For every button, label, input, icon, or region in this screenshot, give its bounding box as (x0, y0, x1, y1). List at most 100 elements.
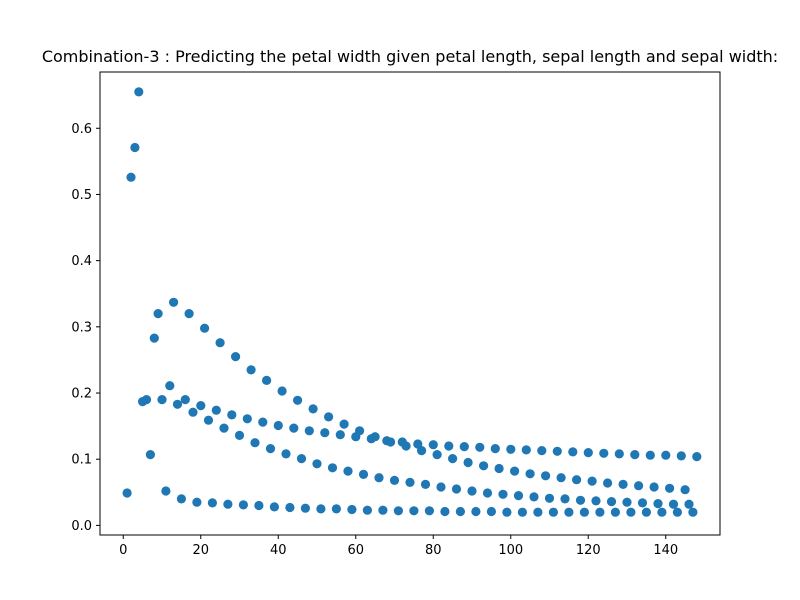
data-point-16 (184, 309, 194, 319)
data-point-14 (176, 494, 186, 504)
data-point-84 (448, 454, 458, 464)
data-point-140 (665, 483, 675, 493)
data-point-135 (645, 450, 655, 460)
data-point-107 (537, 446, 547, 456)
data-point-66 (378, 505, 388, 515)
data-point-120 (587, 476, 597, 486)
x-tick-label: 20 (192, 543, 209, 558)
data-point-109 (544, 493, 555, 503)
data-point-38 (269, 502, 279, 512)
data-point-111 (552, 446, 562, 456)
data-point-91 (475, 442, 485, 452)
data-point-61 (358, 469, 369, 479)
data-point-98 (502, 507, 512, 517)
data-point-22 (207, 498, 217, 508)
data-point-81 (436, 482, 446, 492)
data-point-100 (509, 466, 520, 476)
data-point-76 (417, 446, 427, 456)
data-point-56 (339, 419, 349, 429)
data-point-41 (281, 449, 291, 459)
data-point-145 (684, 499, 694, 509)
data-point-114 (564, 507, 574, 517)
data-point-35 (258, 417, 268, 427)
data-point-27 (227, 410, 237, 420)
y-tick-label: 0.1 (71, 453, 92, 468)
data-point-6 (145, 450, 155, 460)
data-point-0 (122, 488, 132, 498)
data-point-62 (362, 505, 372, 515)
data-point-20 (200, 323, 210, 333)
y-tick-label: 0.0 (71, 519, 92, 534)
data-point-89 (467, 486, 477, 496)
data-point-12 (169, 297, 179, 307)
data-point-53 (327, 463, 338, 473)
data-point-1 (126, 172, 136, 182)
x-tick-label: 140 (653, 543, 678, 558)
data-point-146 (688, 507, 698, 517)
data-point-106 (533, 507, 543, 517)
data-point-46 (300, 503, 310, 513)
data-point-137 (653, 499, 663, 509)
data-point-65 (374, 473, 384, 483)
data-point-79 (428, 440, 438, 450)
data-point-122 (595, 507, 605, 517)
data-point-125 (606, 497, 617, 507)
data-point-73 (405, 477, 415, 487)
data-point-93 (482, 488, 493, 498)
data-point-80 (432, 450, 442, 460)
data-point-103 (521, 445, 531, 455)
data-point-119 (583, 448, 593, 458)
data-point-95 (490, 444, 500, 454)
data-point-31 (242, 414, 252, 424)
data-point-9 (157, 395, 167, 405)
data-point-116 (572, 475, 582, 485)
data-point-144 (680, 485, 690, 495)
data-point-102 (517, 507, 528, 517)
data-point-29 (234, 430, 245, 440)
data-point-64 (370, 432, 380, 442)
data-point-69 (389, 475, 400, 485)
y-tick-label: 0.6 (71, 122, 92, 137)
axes-frame (99, 71, 721, 536)
x-tick-label: 80 (425, 543, 442, 558)
data-point-101 (513, 491, 524, 501)
data-point-15 (180, 395, 190, 405)
data-point-49 (312, 459, 322, 469)
data-point-104 (525, 469, 535, 479)
data-point-105 (529, 492, 539, 502)
data-point-40 (277, 386, 287, 396)
data-point-126 (610, 507, 621, 517)
data-point-48 (308, 404, 318, 414)
data-point-47 (304, 426, 314, 436)
data-point-94 (486, 506, 496, 517)
data-point-3 (134, 87, 144, 97)
x-tick-label: 0 (119, 543, 127, 558)
data-point-128 (618, 479, 628, 489)
y-tick-label: 0.4 (71, 254, 92, 269)
data-point-43 (289, 423, 299, 433)
data-point-45 (296, 454, 307, 464)
x-tick-label: 100 (498, 543, 523, 558)
data-point-118 (579, 507, 590, 517)
data-point-92 (479, 461, 489, 471)
data-point-90 (471, 506, 481, 517)
y-axis: 0.0 0.1 0.2 0.3 0.4 0.5 0.6 (71, 122, 100, 534)
data-point-97 (498, 489, 508, 499)
data-point-96 (494, 463, 504, 474)
data-point-110 (548, 507, 559, 517)
data-point-115 (568, 447, 578, 457)
y-tick-label: 0.3 (71, 320, 92, 335)
data-point-132 (634, 481, 644, 491)
data-point-113 (560, 494, 570, 504)
data-point-86 (455, 506, 465, 517)
data-points (122, 87, 702, 517)
data-point-37 (265, 444, 276, 454)
data-point-88 (463, 457, 473, 468)
data-point-19 (196, 401, 206, 411)
data-point-82 (440, 506, 450, 517)
data-point-142 (672, 507, 683, 517)
data-point-139 (661, 450, 671, 460)
data-point-39 (273, 420, 283, 431)
data-point-54 (331, 504, 341, 514)
data-point-2 (130, 142, 140, 153)
